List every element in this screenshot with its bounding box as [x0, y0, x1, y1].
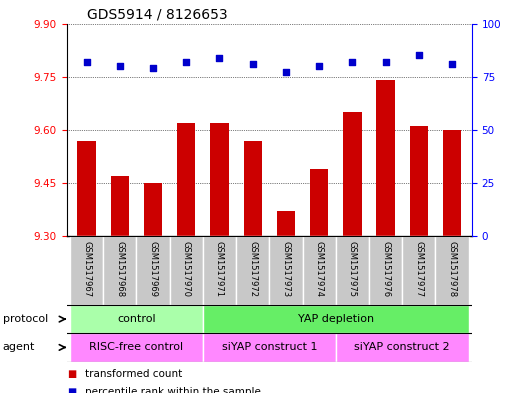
Point	[83, 59, 91, 65]
Text: GSM1517975: GSM1517975	[348, 241, 357, 297]
Bar	[369, 236, 402, 305]
Bar	[77, 141, 96, 236]
Text: siYAP construct 2: siYAP construct 2	[354, 342, 450, 353]
Text: GSM1517967: GSM1517967	[82, 241, 91, 297]
Point	[315, 63, 323, 69]
Bar	[203, 236, 236, 305]
Bar	[303, 236, 336, 305]
Text: GDS5914 / 8126653: GDS5914 / 8126653	[87, 7, 228, 21]
Bar	[269, 236, 303, 305]
Bar	[310, 169, 328, 236]
Point	[149, 65, 157, 72]
Point	[249, 61, 257, 67]
Text: GSM1517977: GSM1517977	[415, 241, 423, 297]
Bar	[203, 305, 469, 333]
Bar	[203, 333, 336, 362]
Text: ■: ■	[67, 387, 76, 393]
Bar	[70, 305, 203, 333]
Bar	[336, 236, 369, 305]
Bar	[103, 236, 136, 305]
Text: GSM1517970: GSM1517970	[182, 241, 191, 297]
Text: protocol: protocol	[3, 314, 48, 324]
Point	[415, 52, 423, 59]
Bar	[277, 211, 295, 236]
Point	[116, 63, 124, 69]
Point	[382, 59, 390, 65]
Text: GSM1517968: GSM1517968	[115, 241, 124, 297]
Text: percentile rank within the sample: percentile rank within the sample	[85, 387, 261, 393]
Point	[215, 55, 224, 61]
Text: GSM1517976: GSM1517976	[381, 241, 390, 297]
Bar	[436, 236, 469, 305]
Text: transformed count: transformed count	[85, 369, 182, 379]
Text: siYAP construct 1: siYAP construct 1	[222, 342, 317, 353]
Bar	[236, 236, 269, 305]
Bar	[377, 80, 394, 236]
Point	[182, 59, 190, 65]
Text: GSM1517972: GSM1517972	[248, 241, 257, 297]
Bar	[177, 123, 195, 236]
Text: YAP depletion: YAP depletion	[298, 314, 374, 324]
Point	[282, 69, 290, 75]
Bar	[136, 236, 170, 305]
Text: GSM1517971: GSM1517971	[215, 241, 224, 297]
Bar	[70, 236, 103, 305]
Text: agent: agent	[3, 342, 35, 353]
Bar	[402, 236, 436, 305]
Text: GSM1517969: GSM1517969	[149, 241, 157, 297]
Point	[348, 59, 357, 65]
Bar	[70, 333, 203, 362]
Bar	[144, 183, 162, 236]
Bar	[210, 123, 229, 236]
Text: GSM1517973: GSM1517973	[282, 241, 290, 297]
Bar	[244, 141, 262, 236]
Point	[448, 61, 456, 67]
Bar	[343, 112, 362, 236]
Bar	[410, 126, 428, 236]
Bar	[336, 333, 469, 362]
Text: control: control	[117, 314, 156, 324]
Text: ■: ■	[67, 369, 76, 379]
Bar	[170, 236, 203, 305]
Text: GSM1517978: GSM1517978	[447, 241, 457, 297]
Text: RISC-free control: RISC-free control	[89, 342, 184, 353]
Bar	[443, 130, 461, 236]
Bar	[111, 176, 129, 236]
Text: GSM1517974: GSM1517974	[314, 241, 324, 297]
